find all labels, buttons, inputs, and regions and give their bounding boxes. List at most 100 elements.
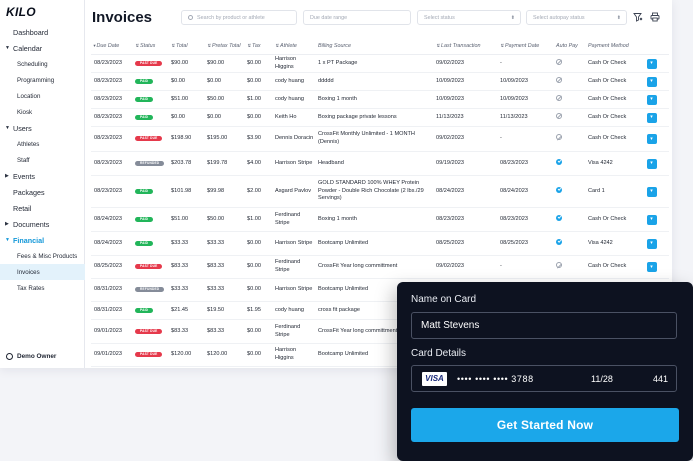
chevron-updown-icon: ⬍ — [510, 14, 515, 21]
column-header-last-transaction[interactable]: ⇅ Last Transaction — [436, 43, 500, 50]
due-date-placeholder: Due date range — [310, 14, 348, 21]
last-cell: 09/02/2023 — [436, 263, 464, 270]
table-row[interactable]: 08/23/2023 PAID $101.98 $99.98 $2.00 Asgard P… — [91, 176, 669, 208]
total-cell: $51.00 — [171, 215, 189, 222]
table-row[interactable]: 08/25/2023 PAST DUE $83.33 $83.33 $0.00 Ferdi… — [91, 256, 669, 279]
column-header-total[interactable]: ⇅ Total — [171, 43, 207, 50]
column-header-status[interactable]: ⇅ Status — [135, 43, 171, 50]
user-icon — [6, 353, 13, 360]
sidebar-item-label: Scheduling — [17, 60, 48, 68]
table-row[interactable]: 08/23/2023 PAST DUE $90.00 $90.00 $0.00 Harri… — [91, 55, 669, 73]
status-cell: PAST DUE — [135, 328, 171, 336]
row-actions-button[interactable]: ▾ — [646, 134, 657, 144]
sidebar-item-programming[interactable]: Programming — [0, 72, 85, 88]
column-header-pretax-total[interactable]: ⇅ Pretax Total — [207, 43, 247, 50]
sort-icon: ⇅ — [135, 43, 141, 49]
status-cell: PAST DUE — [135, 60, 171, 68]
autopay-cell — [556, 134, 588, 144]
sidebar-item-retail[interactable]: Retail — [0, 200, 85, 216]
pretax-cell: $83.33 — [207, 327, 225, 334]
paydate-cell: 08/23/2023 — [500, 159, 528, 166]
row-actions-button[interactable]: ▾ — [646, 58, 657, 69]
sidebar-item-kiosk[interactable]: Kiosk — [0, 104, 85, 120]
autopay-off-icon — [556, 94, 562, 101]
status-select[interactable]: Select status ⬍ — [417, 10, 521, 25]
table-row[interactable]: 08/23/2023 PAID $0.00 $0.00 $0.00 cody huang d… — [91, 73, 669, 91]
sidebar-item-events[interactable]: ▶ Events — [0, 168, 85, 184]
pretax-cell: $33.33 — [207, 286, 225, 293]
sidebar-item-users[interactable]: ▼ Users — [0, 120, 85, 136]
sidebar-item-tax-rates[interactable]: Tax Rates — [0, 280, 85, 296]
table-row[interactable]: 08/23/2023 PAST DUE $198.90 $195.00 $3.90 Den… — [91, 127, 669, 152]
tax-cell: $1.95 — [247, 306, 261, 313]
name-on-card-input[interactable]: Matt Stevens — [411, 312, 677, 339]
kilo-logo[interactable]: KILO — [6, 5, 36, 19]
table-row[interactable]: 08/23/2023 PAID $0.00 $0.00 $0.00 Keith Ho Box… — [91, 109, 669, 127]
pretax-cell: $99.98 — [207, 187, 225, 194]
print-icon[interactable] — [650, 12, 660, 22]
due-date-range-input[interactable]: Due date range — [303, 10, 411, 25]
pretax-cell: $0.00 — [207, 77, 221, 84]
autopay-off-icon — [556, 58, 562, 65]
row-actions-button[interactable]: ▾ — [646, 94, 657, 105]
due-cell: 08/23/2023 — [94, 187, 122, 194]
row-actions-button[interactable]: ▾ — [646, 186, 657, 197]
table-row[interactable]: 08/23/2023 PAID $51.00 $50.00 $1.00 cody huan… — [91, 91, 669, 109]
sidebar-item-staff[interactable]: Staff — [0, 152, 85, 168]
athlete-cell: Ferdinand Stripe — [275, 211, 301, 226]
athlete-cell: Keith Ho — [275, 113, 297, 120]
row-actions-button[interactable]: ▾ — [646, 112, 657, 123]
actions-cell: ▾ — [646, 238, 660, 249]
sidebar-item-location[interactable]: Location — [0, 88, 85, 104]
status-cell: REFUNDED — [135, 286, 171, 294]
status-badge: PAID — [135, 78, 154, 84]
row-actions-button[interactable]: ▾ — [646, 158, 657, 169]
row-actions-button[interactable]: ▾ — [646, 238, 657, 249]
status-cell: PAID — [135, 188, 171, 196]
sidebar-item-athletes[interactable]: Athletes — [0, 136, 85, 152]
sidebar-item-invoices[interactable]: Invoices — [0, 264, 85, 280]
status-cell: PAST DUE — [135, 263, 171, 271]
total-cell: $83.33 — [171, 327, 189, 334]
autopay-select[interactable]: Select autopay status ⬍ — [526, 10, 627, 25]
get-started-button[interactable]: Get Started Now — [411, 408, 679, 442]
row-actions-button[interactable]: ▾ — [646, 76, 657, 87]
clear-filter-icon[interactable] — [633, 12, 643, 22]
column-header-tax[interactable]: ⇅ Tax — [247, 43, 275, 50]
autopay-off-icon — [556, 112, 562, 119]
search-input[interactable]: Search by product or athlete — [181, 10, 297, 25]
column-header-athlete[interactable]: ⇅ Athlete — [275, 43, 318, 50]
sidebar-item-documents[interactable]: ▶ Documents — [0, 216, 85, 232]
table-header: ▾ Due Date ⇅ Status ⇅ Total ⇅ Pretax Total ⇅… — [91, 40, 669, 55]
autopay-on-icon — [556, 186, 562, 193]
autopay-cell — [556, 94, 588, 105]
sidebar-item-scheduling[interactable]: Scheduling — [0, 56, 85, 72]
card-expiry: 11/28 — [591, 373, 613, 384]
chevron-down-icon: ▼ — [5, 125, 10, 131]
status-badge: PAID — [135, 307, 154, 313]
card-details-input[interactable]: VISA •••• •••• •••• 3788 11/28 441 — [411, 365, 677, 392]
sidebar-item-dashboard[interactable]: Dashboard — [0, 24, 85, 40]
sidebar-item-label: Events — [13, 171, 35, 181]
due-cell: 08/23/2023 — [94, 113, 122, 120]
column-header-label: Last Transaction — [441, 43, 481, 50]
sidebar-item-label: Kiosk — [17, 108, 33, 116]
column-header-due-date[interactable]: ▾ Due Date — [91, 43, 135, 50]
sidebar-item-financial[interactable]: ▼ Financial — [0, 232, 85, 248]
owner-menu[interactable]: Demo Owner — [6, 353, 56, 360]
row-actions-button[interactable]: ▾ — [646, 262, 657, 272]
paydate-cell: 08/25/2023 — [500, 239, 528, 246]
source-cell: Bootcamp Unlimited — [318, 286, 369, 293]
row-actions-button[interactable]: ▾ — [646, 214, 657, 225]
source-cell: Bootcamp Unlimited — [318, 239, 369, 246]
sidebar-item-fees-misc-products[interactable]: Fees & Misc Products — [0, 248, 85, 264]
source-cell: ddddd — [318, 77, 334, 84]
sidebar-item-packages[interactable]: Packages — [0, 184, 85, 200]
table-row[interactable]: 08/24/2023 PAID $33.33 $33.33 $0.00 Harrison … — [91, 232, 669, 256]
athlete-cell: cody huang — [275, 306, 304, 313]
table-row[interactable]: 08/23/2023 REFUNDED $203.78 $199.78 $4.00 Har… — [91, 152, 669, 176]
table-row[interactable]: 08/24/2023 PAID $51.00 $50.00 $1.00 Ferdinand… — [91, 208, 669, 232]
actions-cell: ▾ — [646, 186, 660, 197]
sidebar-item-calendar[interactable]: ▼ Calendar — [0, 40, 85, 56]
column-header-payment-date[interactable]: ⇅ Payment Date — [500, 43, 556, 50]
